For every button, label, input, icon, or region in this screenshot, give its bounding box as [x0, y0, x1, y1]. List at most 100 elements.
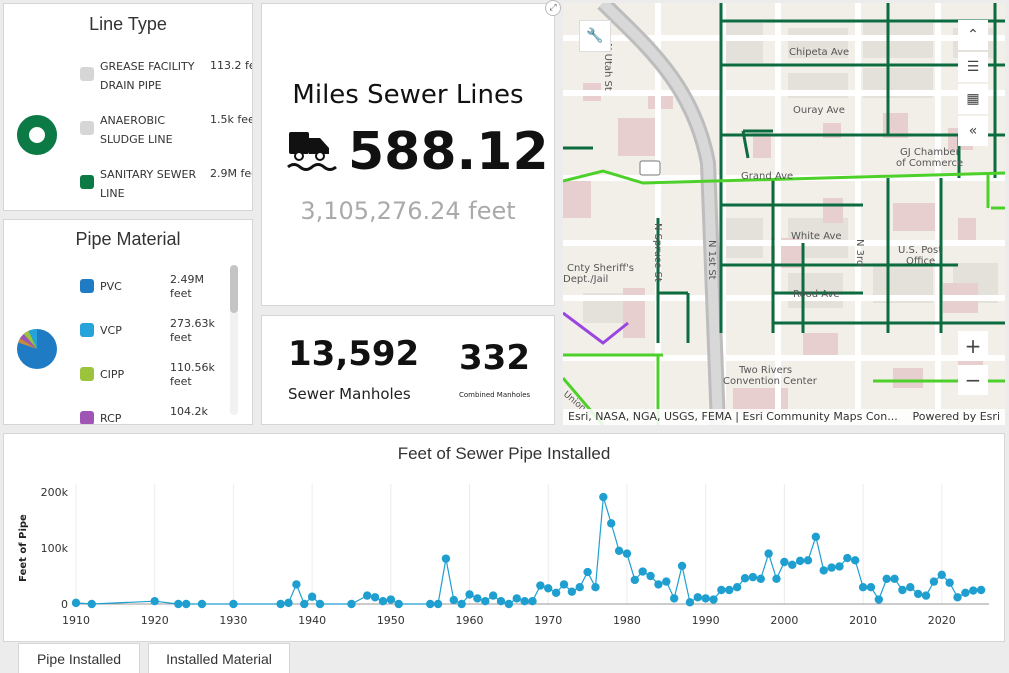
data-point[interactable]: [709, 595, 718, 604]
line-type-legend-row[interactable]: SANITARY SEWER LINE 2.9M feet: [4, 165, 252, 210]
installed-chart[interactable]: 1910 1920 1930 1940 1950 1960 1970 1980 1990 2000…: [4, 434, 1004, 642]
data-point[interactable]: [669, 594, 679, 603]
data-point[interactable]: [795, 556, 805, 566]
data-point[interactable]: [284, 598, 293, 608]
line-type-legend-row[interactable]: ANAEROBIC SLUDGE LINE 1.5k feet: [4, 111, 252, 157]
data-point[interactable]: [929, 577, 939, 586]
data-point[interactable]: [441, 554, 451, 563]
collapse-left-button[interactable]: «: [958, 116, 988, 146]
data-point[interactable]: [599, 492, 608, 502]
data-point[interactable]: [544, 584, 553, 593]
data-point[interactable]: [307, 592, 317, 601]
data-point[interactable]: [890, 574, 899, 583]
data-point[interactable]: [732, 583, 742, 592]
zoom-out-button[interactable]: −: [958, 365, 988, 395]
legend-scrollbar[interactable]: [230, 265, 238, 415]
data-point[interactable]: [646, 571, 655, 581]
data-point[interactable]: [858, 583, 868, 592]
line-type-donut[interactable]: [15, 113, 59, 157]
tools-button[interactable]: 🔧: [579, 20, 611, 52]
data-point[interactable]: [174, 599, 183, 609]
data-point[interactable]: [481, 597, 490, 606]
data-point[interactable]: [181, 599, 191, 609]
data-point[interactable]: [740, 574, 750, 583]
data-point[interactable]: [827, 563, 836, 572]
data-point[interactable]: [811, 532, 821, 541]
pipe-material-legend-row[interactable]: PVC 2.49M feet: [4, 273, 252, 323]
data-point[interactable]: [504, 599, 514, 609]
data-point[interactable]: [575, 583, 584, 592]
data-point[interactable]: [276, 599, 285, 609]
data-point[interactable]: [591, 583, 600, 592]
data-point[interactable]: [969, 586, 978, 595]
data-point[interactable]: [607, 519, 616, 528]
collapse-up-button[interactable]: ⌃: [958, 20, 988, 50]
line-type-legend-row[interactable]: GREASE FACILITY DRAIN PIPE 113.2 feet: [4, 57, 252, 103]
data-point[interactable]: [677, 561, 687, 571]
data-point[interactable]: [937, 570, 946, 580]
data-point[interactable]: [583, 567, 592, 577]
data-point[interactable]: [764, 549, 773, 558]
data-point[interactable]: [685, 598, 695, 607]
data-point[interactable]: [662, 577, 671, 586]
data-point[interactable]: [654, 580, 663, 589]
data-point[interactable]: [780, 557, 789, 567]
data-point[interactable]: [874, 595, 884, 604]
map-canvas[interactable]: Chipeta Ave Ouray Ave GJ Chamber of Comm…: [563, 3, 1005, 425]
data-point[interactable]: [803, 556, 813, 565]
data-point[interactable]: [488, 591, 498, 600]
data-point[interactable]: [850, 556, 860, 565]
data-point[interactable]: [551, 588, 561, 597]
data-point[interactable]: [496, 597, 506, 606]
legend-button[interactable]: ☰: [958, 52, 988, 82]
data-point[interactable]: [630, 575, 640, 585]
data-point[interactable]: [425, 599, 435, 609]
data-point[interactable]: [433, 599, 443, 609]
data-point[interactable]: [921, 591, 931, 600]
data-point[interactable]: [725, 585, 734, 595]
data-point[interactable]: [536, 581, 545, 590]
data-point[interactable]: [835, 562, 844, 571]
data-point[interactable]: [150, 597, 159, 606]
pipe-material-legend-row[interactable]: CIPP 110.56k feet: [4, 361, 252, 411]
data-point[interactable]: [843, 553, 852, 563]
data-point[interactable]: [866, 583, 876, 592]
data-point[interactable]: [906, 583, 915, 592]
data-point[interactable]: [347, 599, 356, 609]
data-point[interactable]: [520, 597, 529, 606]
pipe-material-pie[interactable]: [14, 326, 60, 372]
data-point[interactable]: [567, 587, 577, 596]
data-point[interactable]: [465, 590, 474, 599]
data-point[interactable]: [528, 597, 537, 606]
data-point[interactable]: [292, 580, 301, 589]
data-point[interactable]: [701, 594, 710, 603]
pipe-material-legend-row[interactable]: VCP 273.63k feet: [4, 317, 252, 367]
tab-installed-material[interactable]: Installed Material: [148, 643, 290, 673]
data-point[interactable]: [197, 599, 207, 609]
data-point[interactable]: [693, 593, 702, 602]
data-point[interactable]: [386, 595, 396, 604]
data-point[interactable]: [370, 593, 380, 602]
data-point[interactable]: [363, 591, 372, 600]
pipe-material-legend-row[interactable]: RCP 104.2k: [4, 405, 252, 424]
data-point[interactable]: [882, 574, 891, 583]
zoom-in-button[interactable]: +: [958, 331, 988, 361]
data-point[interactable]: [457, 599, 466, 609]
data-point[interactable]: [300, 599, 309, 609]
expand-icon[interactable]: ⤢: [545, 0, 561, 16]
map-view[interactable]: Chipeta Ave Ouray Ave GJ Chamber of Comm…: [563, 3, 1005, 425]
data-point[interactable]: [378, 597, 388, 606]
data-point[interactable]: [945, 578, 954, 587]
data-point[interactable]: [772, 574, 781, 583]
data-point[interactable]: [559, 580, 569, 589]
data-point[interactable]: [614, 546, 624, 555]
powered-by-esri[interactable]: Powered by Esri: [912, 410, 1000, 423]
data-point[interactable]: [961, 588, 970, 597]
data-point[interactable]: [87, 599, 96, 609]
data-point[interactable]: [953, 593, 962, 602]
qr-button[interactable]: ▦: [958, 84, 988, 114]
data-point[interactable]: [473, 594, 482, 603]
data-point[interactable]: [748, 572, 758, 582]
data-point[interactable]: [394, 599, 403, 609]
tab-pipe-installed[interactable]: Pipe Installed: [18, 643, 140, 673]
